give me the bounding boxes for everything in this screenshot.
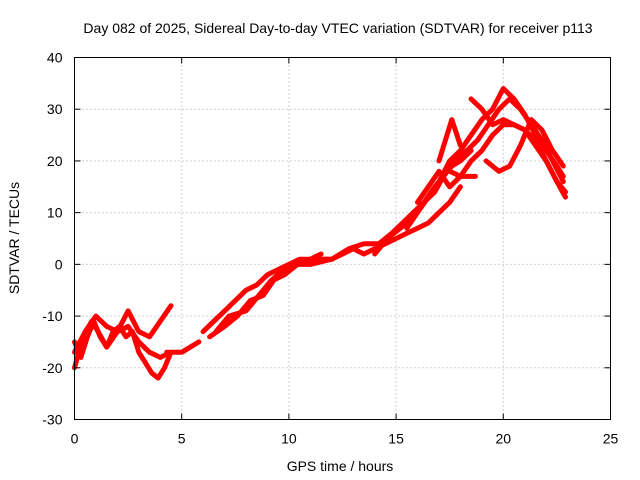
plot-frame — [74, 57, 611, 420]
series-track-8 — [307, 184, 463, 262]
series-track-15 — [483, 117, 566, 174]
chart-title: Day 082 of 2025, Sidereal Day-to-day VTE… — [83, 20, 592, 36]
x-tick-label: 15 — [388, 431, 404, 447]
y-tick-label: -10 — [42, 308, 62, 324]
x-tick-label: 20 — [496, 431, 512, 447]
axis-ticks: 0 5 10 15 20 25 -30 -20 -10 0 10 20 30 40 — [42, 50, 618, 447]
y-tick-label: 20 — [47, 153, 63, 169]
y-tick-label: 40 — [47, 50, 63, 66]
data-series — [72, 86, 568, 381]
y-tick-label: -30 — [42, 412, 62, 428]
series-track-14 — [468, 96, 568, 200]
x-tick-label: 5 — [178, 431, 186, 447]
series-track-3 — [72, 303, 174, 355]
x-axis-label: GPS time / hours — [287, 458, 394, 474]
series-track-13 — [436, 117, 463, 164]
x-tick-label: 10 — [281, 431, 297, 447]
series-track-7 — [213, 256, 335, 335]
y-tick-label: 10 — [47, 205, 63, 221]
series-track-16 — [447, 168, 478, 179]
x-tick-label: 25 — [603, 431, 619, 447]
series-track-4 — [164, 339, 202, 355]
y-tick-label: 30 — [47, 101, 63, 117]
series-track-5 — [200, 251, 324, 335]
series-track-6 — [207, 256, 335, 340]
y-tick-label: -20 — [42, 360, 62, 376]
grid-lines — [74, 57, 611, 420]
y-tick-label: 0 — [55, 256, 63, 272]
x-tick-label: 0 — [71, 431, 79, 447]
y-axis-label: SDTVAR / TECUs — [6, 182, 22, 294]
